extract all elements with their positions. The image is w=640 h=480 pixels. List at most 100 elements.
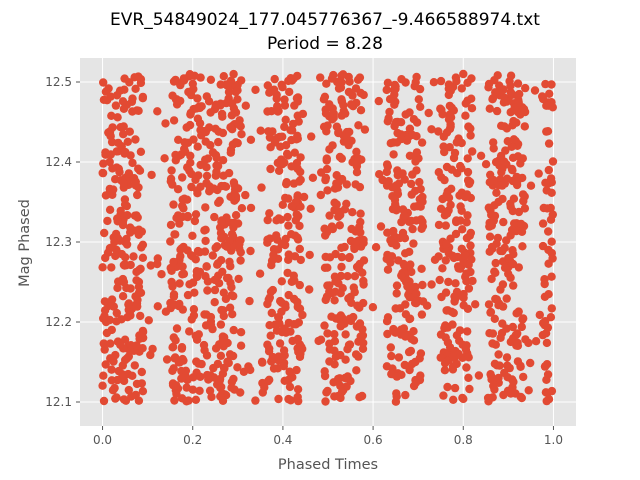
data-point (418, 280, 427, 290)
data-point (492, 188, 501, 197)
data-point (520, 122, 529, 131)
data-point (461, 251, 470, 260)
data-point (461, 192, 470, 202)
data-point (414, 95, 423, 104)
data-point (100, 297, 110, 306)
data-point (411, 186, 420, 196)
data-point (285, 367, 294, 377)
data-point (463, 304, 473, 313)
data-point (245, 296, 254, 306)
data-point (349, 283, 358, 292)
data-point (186, 71, 196, 80)
data-point (484, 203, 493, 212)
data-point (352, 366, 361, 375)
data-point (226, 262, 235, 271)
data-point (284, 151, 293, 160)
data-point (272, 216, 281, 225)
data-point (398, 169, 407, 178)
data-point (492, 295, 501, 304)
data-points (98, 69, 558, 406)
data-point (459, 394, 468, 404)
data-point (118, 97, 128, 106)
data-point (484, 79, 494, 89)
data-point (548, 103, 557, 112)
data-point (114, 138, 123, 148)
data-point (389, 226, 398, 236)
data-point (233, 184, 243, 193)
data-point (131, 181, 140, 190)
data-point (392, 372, 402, 381)
data-point (323, 329, 332, 338)
data-point (103, 248, 113, 257)
data-point (124, 300, 133, 309)
data-point (538, 92, 547, 101)
data-point (526, 181, 536, 190)
data-point (305, 250, 314, 260)
data-point (518, 190, 528, 199)
data-point (288, 119, 298, 129)
data-point (444, 193, 454, 202)
data-point (119, 130, 128, 139)
data-point (220, 181, 229, 191)
data-point (344, 253, 354, 263)
data-point (317, 168, 326, 177)
data-point (457, 244, 466, 253)
data-point (547, 386, 557, 396)
data-point (385, 107, 394, 117)
data-point (244, 362, 253, 371)
data-point (464, 122, 473, 131)
data-point (213, 260, 222, 269)
data-point (325, 100, 334, 109)
data-point (530, 86, 540, 95)
data-point (293, 233, 302, 242)
data-point (513, 357, 523, 366)
data-point (382, 317, 392, 326)
data-point (246, 246, 255, 256)
data-point (287, 135, 296, 145)
data-point (541, 79, 550, 89)
data-point (114, 277, 123, 286)
data-point (492, 106, 502, 116)
data-point (128, 158, 137, 168)
data-point (463, 167, 473, 177)
data-point (406, 346, 416, 356)
data-point (351, 350, 361, 359)
data-point (337, 252, 347, 262)
data-point (441, 333, 450, 342)
data-point (452, 216, 461, 225)
data-point (389, 150, 398, 159)
data-point (439, 391, 448, 400)
data-point (237, 204, 247, 213)
data-point (526, 358, 535, 368)
data-point (178, 173, 187, 182)
data-point (348, 91, 357, 100)
data-point (136, 311, 145, 321)
data-point (202, 351, 212, 360)
data-point (203, 286, 212, 295)
data-point (169, 290, 179, 299)
data-point (408, 130, 417, 140)
data-point (278, 200, 287, 209)
data-point (513, 329, 522, 338)
data-point (491, 258, 500, 268)
data-point (263, 215, 272, 225)
data-point (131, 84, 140, 94)
data-point (503, 137, 512, 146)
data-point (169, 200, 178, 209)
data-point (412, 166, 421, 175)
data-point (169, 364, 178, 373)
data-point (219, 171, 228, 180)
data-point (171, 75, 180, 85)
data-point (325, 345, 334, 354)
data-point (199, 340, 209, 350)
data-point (144, 316, 153, 325)
data-point (176, 96, 185, 106)
data-point (223, 357, 232, 366)
data-point (107, 365, 116, 374)
data-point (153, 259, 162, 269)
data-point (513, 79, 523, 88)
data-point (285, 87, 294, 97)
data-point (101, 148, 110, 157)
data-point (392, 289, 401, 298)
data-point (265, 293, 274, 302)
